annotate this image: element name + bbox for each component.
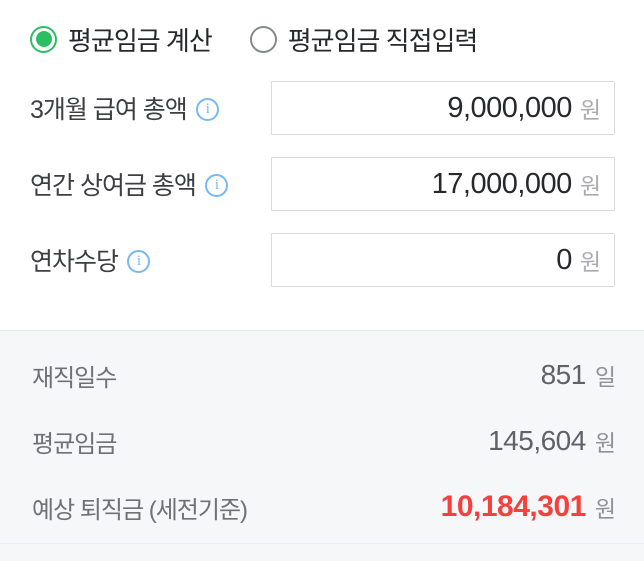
field-label: 연차수당 i [30, 242, 151, 278]
result-label: 평균임금 [32, 430, 117, 458]
field-row-annual-bonus: 연간 상여금 총액 i 17,000,000 원 [30, 157, 615, 211]
radio-selected-icon[interactable] [30, 25, 57, 53]
field-label: 연간 상여금 총액 i [30, 166, 228, 202]
result-row-average-wage: 평균임금 145,604 원 [32, 424, 616, 458]
currency-unit-label: 원 [579, 97, 601, 123]
input-value: 9,000,000 [447, 91, 572, 124]
radio-unselected-icon[interactable] [249, 25, 277, 53]
result-unit: 원 [594, 430, 616, 456]
result-label: 예상 퇴직금 (세전기준) [32, 496, 248, 524]
radio-label: 평균임금 계산 [68, 25, 213, 56]
info-icon[interactable]: i [127, 249, 151, 273]
field-label-text: 연차수당 [30, 248, 119, 276]
currency-unit-label: 원 [579, 249, 601, 275]
calculation-result-panel: 재직일수 851 일 평균임금 145,604 원 예상 퇴직금 (세전기준) … [0, 330, 644, 561]
result-value-wrap: 145,604 원 [488, 424, 616, 458]
field-label-text: 연간 상여금 총액 [30, 172, 197, 200]
average-wage-mode-radio-group: 평균임금 계산 평균임금 직접입력 [30, 24, 615, 56]
info-icon[interactable]: i [195, 97, 219, 121]
radio-label: 평균임금 직접입력 [287, 25, 479, 56]
input-value: 0 [556, 243, 572, 276]
result-value-highlighted: 10,184,301 [440, 490, 587, 523]
info-icon[interactable]: i [204, 173, 228, 197]
annual-bonus-input[interactable]: 17,000,000 원 [271, 157, 615, 211]
result-row-estimated-severance-pay: 예상 퇴직금 (세전기준) 10,184,301 원 [32, 490, 616, 524]
three-month-salary-input[interactable]: 9,000,000 원 [271, 81, 615, 135]
radio-option-average-wage-manual[interactable]: 평균임금 직접입력 [249, 21, 479, 58]
wage-input-form: 평균임금 계산 평균임금 직접입력 3개월 급여 총액 i 9,000,000 … [0, 0, 644, 287]
section-divider [0, 543, 644, 544]
field-row-annual-leave-allowance: 연차수당 i 0 원 [30, 233, 615, 287]
field-label: 3개월 급여 총액 i [30, 90, 219, 126]
result-row-employment-days: 재직일수 851 일 [32, 358, 616, 392]
radio-option-average-wage-calc[interactable]: 평균임금 계산 [30, 21, 213, 58]
result-label: 재직일수 [32, 364, 117, 392]
field-label-text: 3개월 급여 총액 [30, 96, 188, 124]
result-value: 851 [540, 359, 587, 390]
result-unit: 일 [594, 364, 616, 390]
field-row-three-month-salary: 3개월 급여 총액 i 9,000,000 원 [30, 81, 615, 135]
input-value: 17,000,000 [431, 167, 573, 200]
currency-unit-label: 원 [579, 173, 601, 199]
result-value-wrap: 10,184,301 원 [440, 490, 616, 524]
annual-leave-allowance-input[interactable]: 0 원 [271, 233, 615, 287]
result-value: 145,604 [488, 425, 586, 456]
result-unit: 원 [594, 496, 616, 522]
result-value-wrap: 851 일 [540, 358, 616, 392]
